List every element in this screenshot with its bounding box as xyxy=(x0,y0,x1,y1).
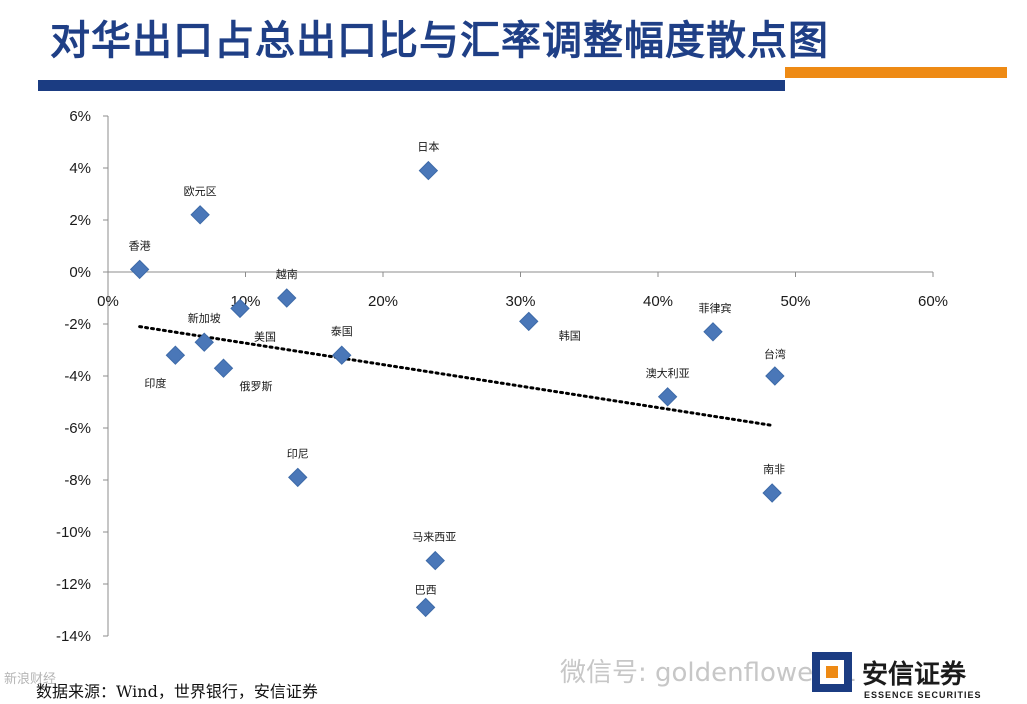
data-point-label: 印度 xyxy=(144,376,166,390)
data-point-marker xyxy=(425,550,445,571)
data-point-label: 韩国 xyxy=(559,328,581,342)
y-tick-label: 0% xyxy=(69,264,91,281)
x-tick-label: 0% xyxy=(97,293,119,310)
data-point-marker xyxy=(657,387,678,407)
title-underline-orange xyxy=(785,67,1007,78)
data-point-label: 越南 xyxy=(276,267,298,281)
data-point-label: 美国 xyxy=(254,330,276,343)
data-point-label: 澳大利亚 xyxy=(646,366,690,380)
data-point-marker xyxy=(519,311,539,332)
x-tick-label: 20% xyxy=(368,293,398,310)
scatter-chart: 6%4%2%0%-2%-4%-6%-8%-10%-12%-14%0% 10% 20%… xyxy=(56,108,948,645)
y-tick-label: 4% xyxy=(69,160,91,177)
data-point-label: 巴西 xyxy=(415,583,437,596)
essence-securities-logo: 安信证券 ESSENCE SECURITIES xyxy=(812,650,992,704)
y-tick-label: -10% xyxy=(56,524,91,541)
data-point-label: 俄罗斯 xyxy=(240,380,273,393)
x-tick-label: 50% xyxy=(780,293,810,310)
data-point-label: 马来西亚 xyxy=(412,531,456,544)
y-tick-label: -2% xyxy=(64,316,91,333)
x-tick-label: 60% xyxy=(918,293,948,310)
y-tick-label: 2% xyxy=(69,212,91,229)
data-point-label: 日本 xyxy=(417,140,439,154)
logo-name-en: ESSENCE SECURITIES xyxy=(864,690,982,700)
data-point-marker xyxy=(129,259,150,280)
trendline xyxy=(138,325,774,427)
wechat-watermark: 微信号: goldenflower21 xyxy=(560,658,857,688)
data-point-label: 南非 xyxy=(763,463,785,476)
data-point-marker xyxy=(703,322,723,342)
data-point-label: 香港 xyxy=(129,239,151,252)
data-points xyxy=(129,160,785,618)
data-point-marker xyxy=(332,345,352,365)
axes xyxy=(103,115,934,637)
data-point-marker xyxy=(415,597,436,618)
data-point-marker xyxy=(288,467,308,488)
x-tick-label: 40% xyxy=(643,293,673,310)
data-point-marker xyxy=(213,358,234,378)
data-point-marker xyxy=(194,332,214,352)
logo-name-cn: 安信证券 xyxy=(862,660,967,690)
source-note: 数据来源：Wind，世界银行，安信证券 xyxy=(36,682,318,701)
y-tick-label: -6% xyxy=(64,420,91,437)
data-point-label: 欧元区 xyxy=(184,185,217,198)
data-point-label: 泰国 xyxy=(331,324,353,338)
data-point-label: 新加坡 xyxy=(188,311,221,325)
data-point-marker xyxy=(418,160,439,181)
data-point-label: 菲律宾 xyxy=(699,301,732,315)
y-tick-label: 6% xyxy=(69,108,91,125)
weibo-watermark: 新浪财经 xyxy=(4,672,57,687)
y-tick-label: -4% xyxy=(64,368,91,385)
trendline-group xyxy=(138,325,774,427)
data-point-marker xyxy=(230,298,250,319)
y-tick-label: -14% xyxy=(56,628,91,645)
title-underline-blue xyxy=(38,80,785,91)
data-point-marker xyxy=(762,483,782,503)
chart-title: 对华出口占总出口比与汇率调整幅度散点图 xyxy=(50,18,829,64)
data-point-marker xyxy=(765,366,785,386)
x-tick-label: 30% xyxy=(505,293,535,310)
y-tick-label: -8% xyxy=(64,472,91,489)
logo-mark-icon xyxy=(812,652,852,692)
data-point-marker xyxy=(165,345,186,365)
y-tick-label: -12% xyxy=(56,576,91,593)
data-point-label: 台湾 xyxy=(764,347,786,361)
data-point-marker xyxy=(190,205,210,225)
data-point-marker xyxy=(277,288,297,308)
tick-labels: 6%4%2%0%-2%-4%-6%-8%-10%-12%-14%0% 10% 20%… xyxy=(56,108,948,645)
data-point-label: 印尼 xyxy=(287,447,309,460)
